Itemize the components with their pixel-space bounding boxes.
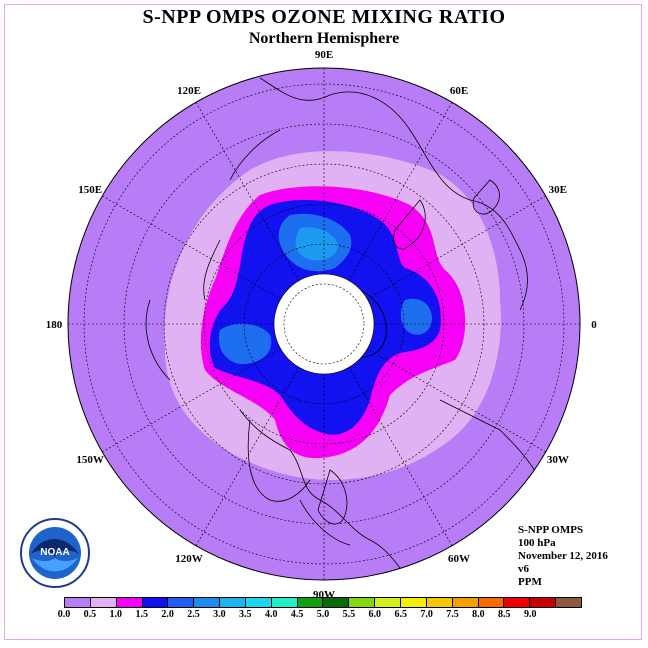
- colorbar-swatch: [556, 598, 581, 607]
- longitude-label: 150W: [76, 454, 104, 466]
- map-subtitle: Northern Hemisphere: [248, 30, 400, 47]
- longitude-label: 60E: [450, 85, 468, 97]
- colorbar-swatch: [220, 598, 246, 607]
- colorbar-tick-label: 6.5: [394, 609, 407, 620]
- colorbar: [64, 597, 582, 608]
- figure-frame: [4, 4, 642, 640]
- longitude-label: 30W: [547, 454, 569, 466]
- colorbar-swatch: [142, 598, 169, 607]
- colorbar-swatch: [245, 598, 272, 607]
- colorbar-tick-label: 0.0: [57, 609, 71, 620]
- colorbar-tick-label: 3.5: [239, 609, 252, 620]
- colorbar-tick-label: 5.0: [316, 609, 330, 620]
- longitude-label: 0: [591, 319, 597, 331]
- colorbar-swatch: [426, 598, 453, 607]
- longitude-label: 180: [46, 319, 63, 331]
- colorbar-swatch: [400, 598, 427, 607]
- colorbar-tick-label: 0.5: [83, 609, 97, 620]
- colorbar-swatch: [478, 598, 505, 607]
- colorbar-swatch: [375, 598, 401, 607]
- colorbar-tick-label: 1.5: [135, 609, 148, 620]
- colorbar-swatch: [116, 598, 143, 607]
- longitude-label: 120E: [177, 85, 201, 97]
- map-title: S-NPP OMPS OZONE MIXING RATIO: [142, 6, 506, 28]
- colorbar-swatch: [504, 598, 531, 607]
- colorbar-swatch: [323, 598, 350, 607]
- info-date: November 12, 2016: [518, 550, 608, 562]
- info-instrument: S-NPP OMPS: [518, 524, 584, 536]
- colorbar-swatch: [194, 598, 221, 607]
- colorbar-swatch: [530, 598, 557, 607]
- longitude-label: 150E: [78, 184, 102, 196]
- colorbar-tick-label: 4.5: [290, 609, 304, 620]
- colorbar-tick-label: 1.0: [109, 609, 123, 620]
- info-version: v6: [518, 563, 529, 575]
- colorbar-swatch: [168, 598, 195, 607]
- longitude-label: 120W: [175, 553, 203, 565]
- colorbar-tick-label: 7.5: [446, 609, 459, 620]
- colorbar-tick-label: 2.5: [187, 609, 200, 620]
- longitude-label: 60W: [448, 553, 470, 565]
- colorbar-swatch: [349, 598, 376, 607]
- colorbar-swatch: [65, 598, 91, 607]
- contour-2-5: [295, 227, 338, 261]
- colorbar-tick-label: 4.0: [264, 609, 278, 620]
- colorbar-tick-label: 2.0: [161, 609, 174, 620]
- polar-night-region: [273, 273, 375, 375]
- colorbar-ticks: 0.0 0.5 1.0 1.5 2.0 2.5 3.0 3.5 4.0 4.5 5.0 5.5 6.0 6…: [58, 609, 582, 623]
- product-info: S-NPP OMPS 100 hPa November 12, 2016 v6 …: [518, 524, 608, 589]
- longitude-label: 30E: [549, 184, 567, 196]
- longitude-label: 90E: [315, 49, 333, 61]
- colorbar-tick-label: 3.0: [213, 609, 226, 620]
- colorbar-tick-label: 8.5: [498, 609, 511, 620]
- colorbar-swatch: [90, 598, 117, 607]
- map-border: [67, 67, 581, 581]
- colorbar-tick-label: 6.0: [368, 609, 382, 620]
- colorbar-tick-label: 9.0: [523, 609, 537, 620]
- noaa-logo: NOAA: [20, 518, 90, 588]
- colorbar-swatch: [271, 598, 298, 607]
- info-level: 100 hPa: [518, 537, 556, 549]
- colorbar-swatch: [452, 598, 479, 607]
- colorbar-tick-label: 5.5: [342, 609, 356, 620]
- noaa-logo-text: NOAA: [40, 547, 69, 558]
- info-units: PPM: [518, 576, 542, 588]
- colorbar-tick-label: 7.0: [420, 609, 433, 620]
- colorbar-tick-label: 8.0: [472, 609, 485, 620]
- colorbar-swatch: [297, 598, 324, 607]
- coastlines: [145, 77, 541, 580]
